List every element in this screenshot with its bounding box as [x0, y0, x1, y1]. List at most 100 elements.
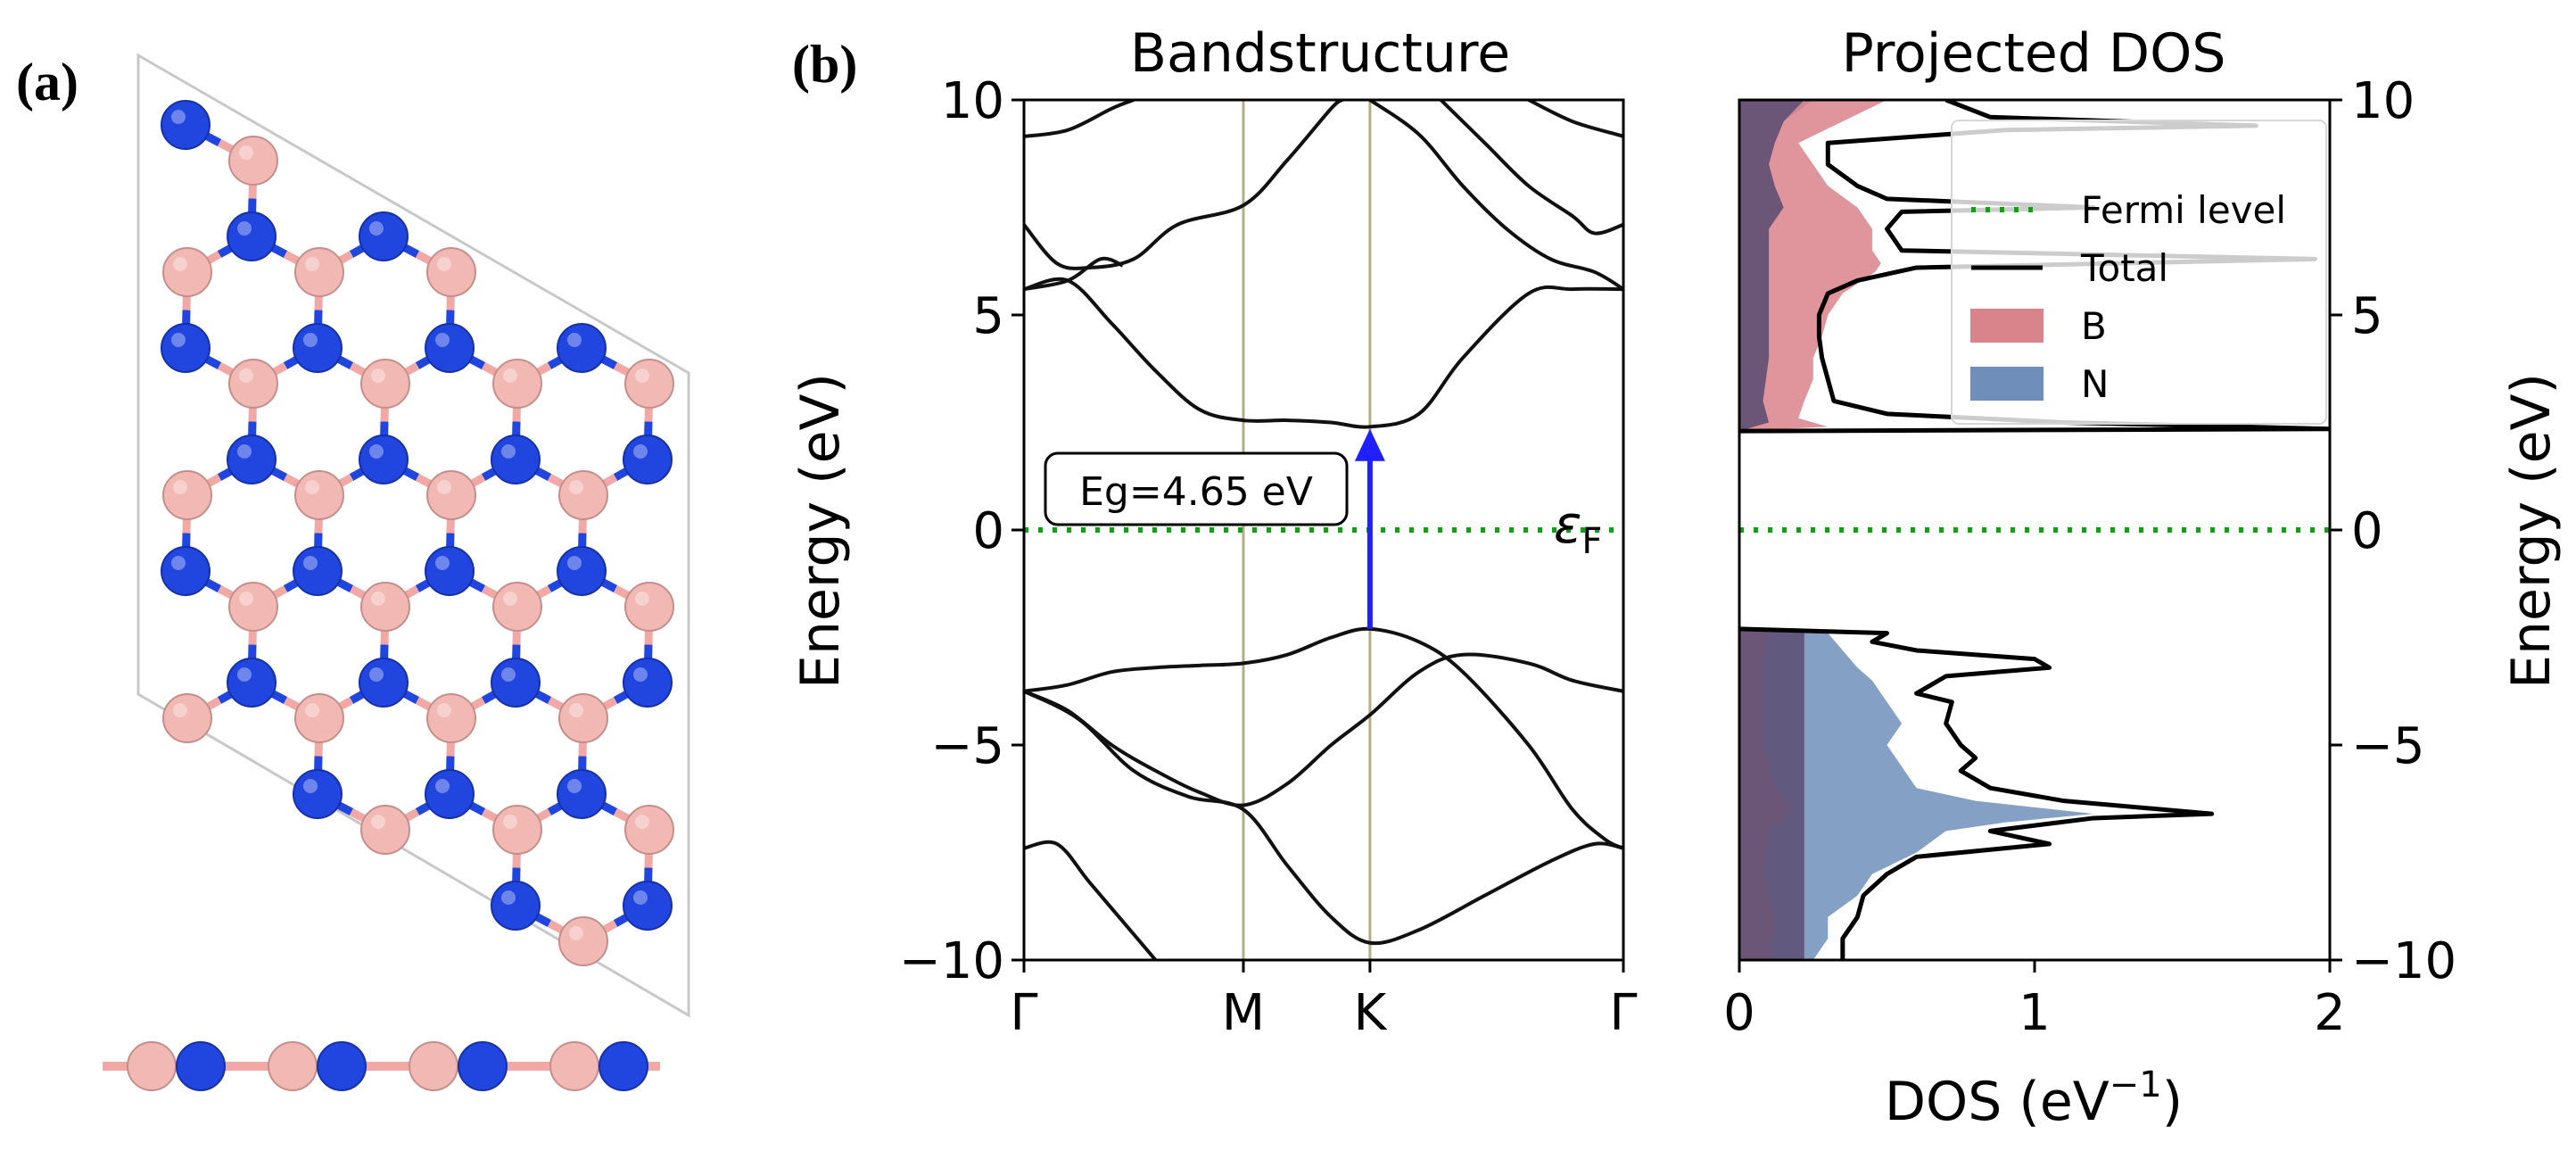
dos-xtick-label: 2 [2314, 984, 2346, 1042]
atom-highlight [305, 257, 319, 271]
atom-sphere [557, 769, 607, 819]
nitrogen-atom [623, 881, 673, 931]
atom-highlight [633, 890, 648, 905]
dos-ylabel: Energy (eV) [2500, 373, 2563, 689]
atom-sphere [161, 323, 211, 373]
atom-highlight [303, 333, 318, 347]
atom-sphere [623, 435, 673, 484]
atom-sphere [228, 582, 278, 632]
atom-sphere [162, 693, 212, 743]
atom-sphere [557, 323, 607, 373]
atom-highlight [569, 480, 583, 494]
legend-label: Fermi level [2081, 188, 2286, 232]
atom-highlight [239, 592, 253, 606]
band-v1 [1024, 689, 1623, 946]
panel-a-label: (a) [16, 53, 78, 112]
side-nitrogen-atom [176, 1041, 226, 1091]
nitrogen-atom [359, 211, 409, 261]
band-c6 [1439, 100, 1623, 236]
gap-annotation: Eg=4.65 eV [1079, 469, 1313, 515]
boron-atom [426, 470, 476, 520]
atom-highlight [369, 221, 384, 236]
atom-sphere [161, 546, 211, 596]
atom-sphere [228, 136, 278, 186]
atom-highlight [501, 890, 516, 905]
band-v3 [1024, 652, 1623, 807]
band-title: Bandstructure [1130, 22, 1510, 85]
nitrogen-atom [557, 546, 607, 596]
nitrogen-atom [491, 881, 541, 931]
atom-sphere [294, 247, 344, 297]
gap-arrow-head [1354, 428, 1385, 461]
atom-sphere [492, 582, 542, 632]
atom-highlight [435, 779, 450, 793]
boron-atom [294, 247, 344, 297]
boron-atom [294, 470, 344, 520]
boron-atom [294, 693, 344, 743]
atom-sphere [359, 211, 409, 261]
dos-xlabel-main: DOS (eV [1885, 1071, 2110, 1133]
side-view-structure [103, 1041, 660, 1091]
nitrogen-atom [293, 546, 343, 596]
nitrogen-atom [293, 323, 343, 373]
atom-highlight [635, 592, 649, 606]
unit-cell-outline [136, 53, 690, 1018]
nitrogen-atom [623, 435, 673, 484]
boron-atom [228, 582, 278, 632]
dos-axis-ticks: 10 5 0 −5 −10 0 1 2 [1723, 72, 2456, 1042]
atom-sphere [293, 769, 343, 819]
band-ytick-label: 10 [941, 72, 1004, 130]
dos-xlabel: DOS (eV−1) [1885, 1064, 2183, 1133]
legend-entry-fermi-level: Fermi level [1971, 188, 2286, 232]
nitrogen-atom [227, 658, 277, 708]
atom-highlight [569, 703, 583, 717]
nitrogen-atom [161, 546, 211, 596]
atom-sphere [293, 546, 343, 596]
fermi-symbol: εF [1554, 494, 1602, 562]
atom-sphere [162, 247, 212, 297]
atom-sphere [359, 435, 409, 484]
nitrogen-atom [227, 435, 277, 484]
atom-highlight [437, 257, 451, 271]
band-c3 [1024, 256, 1124, 292]
nitrogen-atom [557, 323, 607, 373]
atom-sphere [623, 658, 673, 708]
atom-sphere [293, 323, 343, 373]
dos-total-line [1739, 626, 2215, 960]
atom-highlight [305, 703, 319, 717]
projected-dos-plot: Projected DOS DOS (eV−1) Energy (eV) 105… [1723, 22, 2563, 1133]
band-ytick-label: −5 [930, 717, 1004, 775]
atom-sphere [360, 805, 410, 855]
nitrogen-atom [161, 100, 211, 150]
dos-fill-B-conduction [1739, 100, 1887, 432]
side-nitrogen-atom [317, 1041, 367, 1091]
atom-highlight [437, 480, 451, 494]
dos-plot-frame [1738, 98, 2332, 962]
nitrogen-atom [293, 769, 343, 819]
atom-highlight [369, 444, 384, 459]
nitrogen-atom [557, 769, 607, 819]
atom-highlight [435, 333, 450, 347]
boron-atom [162, 470, 212, 520]
atom-highlight [171, 333, 186, 347]
boron-atom [558, 693, 608, 743]
boron-atom [492, 582, 542, 632]
boron-atom [228, 136, 278, 186]
nitrogen-atom [161, 323, 211, 373]
nitrogen-atom [359, 658, 409, 708]
boron-atom [426, 693, 476, 743]
atom-highlight [305, 480, 319, 494]
dos-fill-overlap [1739, 628, 1804, 960]
atom-highlight [237, 667, 252, 682]
atom-highlight [635, 815, 649, 829]
atom-sphere [491, 881, 541, 931]
lattice-atoms [161, 100, 674, 966]
dos-legend: Fermi level Total BN [1951, 120, 2327, 425]
band-v4 [1024, 626, 1623, 850]
side-nitrogen-atom [458, 1041, 508, 1091]
nitrogen-atom [491, 658, 541, 708]
atom-sphere [227, 435, 277, 484]
atom-highlight [633, 667, 648, 682]
atom-highlight [437, 703, 451, 717]
